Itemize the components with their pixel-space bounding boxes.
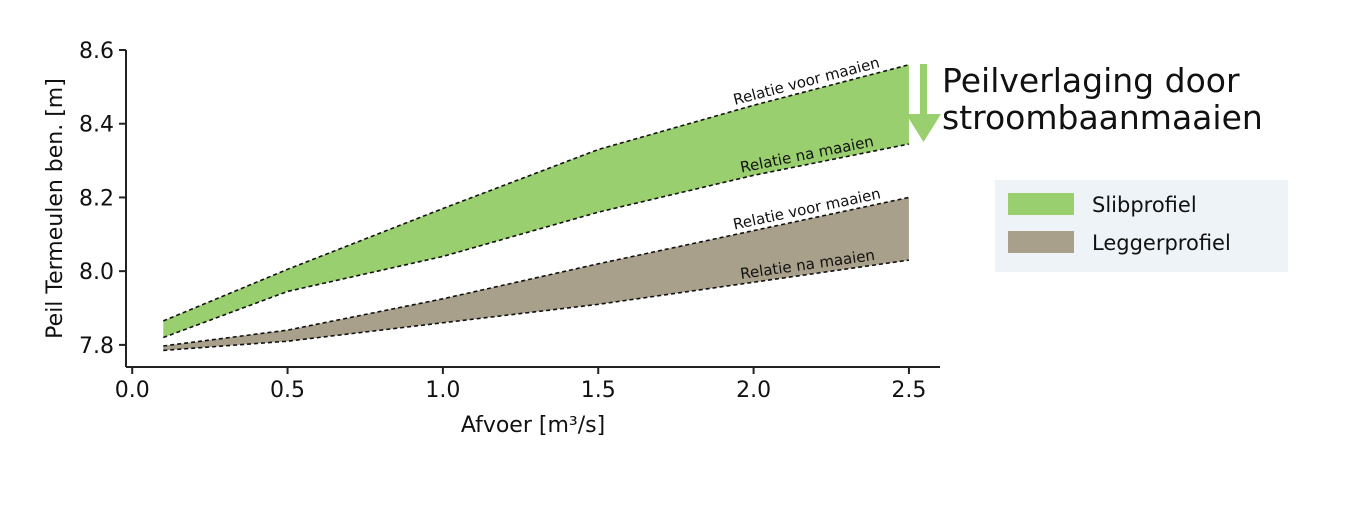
y-tick-label: 7.8 xyxy=(79,334,114,359)
x-tick-label: 1.0 xyxy=(425,378,460,403)
y-tick-label: 8.2 xyxy=(79,186,114,211)
legend-swatch xyxy=(1008,193,1074,215)
annotation: Peilverlaging door xyxy=(942,61,1240,100)
legend-label: Leggerprofiel xyxy=(1092,231,1231,255)
y-tick-label: 8.4 xyxy=(79,113,114,138)
boundary-line xyxy=(163,143,910,339)
x-tick-label: 0.0 xyxy=(115,378,150,403)
boundary-line xyxy=(162,63,910,322)
arrow-head xyxy=(906,114,941,142)
arrow-shaft xyxy=(920,64,927,116)
legend-label: Slibprofiel xyxy=(1092,193,1197,217)
x-tick-label: 2.5 xyxy=(891,378,926,403)
annotation: stroombaanmaaien xyxy=(942,98,1263,137)
y-tick-label: 8.0 xyxy=(79,260,114,285)
legend-swatch xyxy=(1008,231,1074,253)
x-axis-label: Afvoer [m³/s] xyxy=(461,413,605,438)
boundary-line xyxy=(163,259,910,352)
band-area xyxy=(163,197,909,351)
x-tick-label: 1.5 xyxy=(581,378,616,403)
y-axis-label: Peil Termeulen ben. [m] xyxy=(43,78,68,339)
x-tick-label: 2.0 xyxy=(736,378,771,403)
y-tick-label: 8.6 xyxy=(79,39,114,64)
x-tick-label: 0.5 xyxy=(270,378,305,403)
band-area xyxy=(163,64,909,338)
